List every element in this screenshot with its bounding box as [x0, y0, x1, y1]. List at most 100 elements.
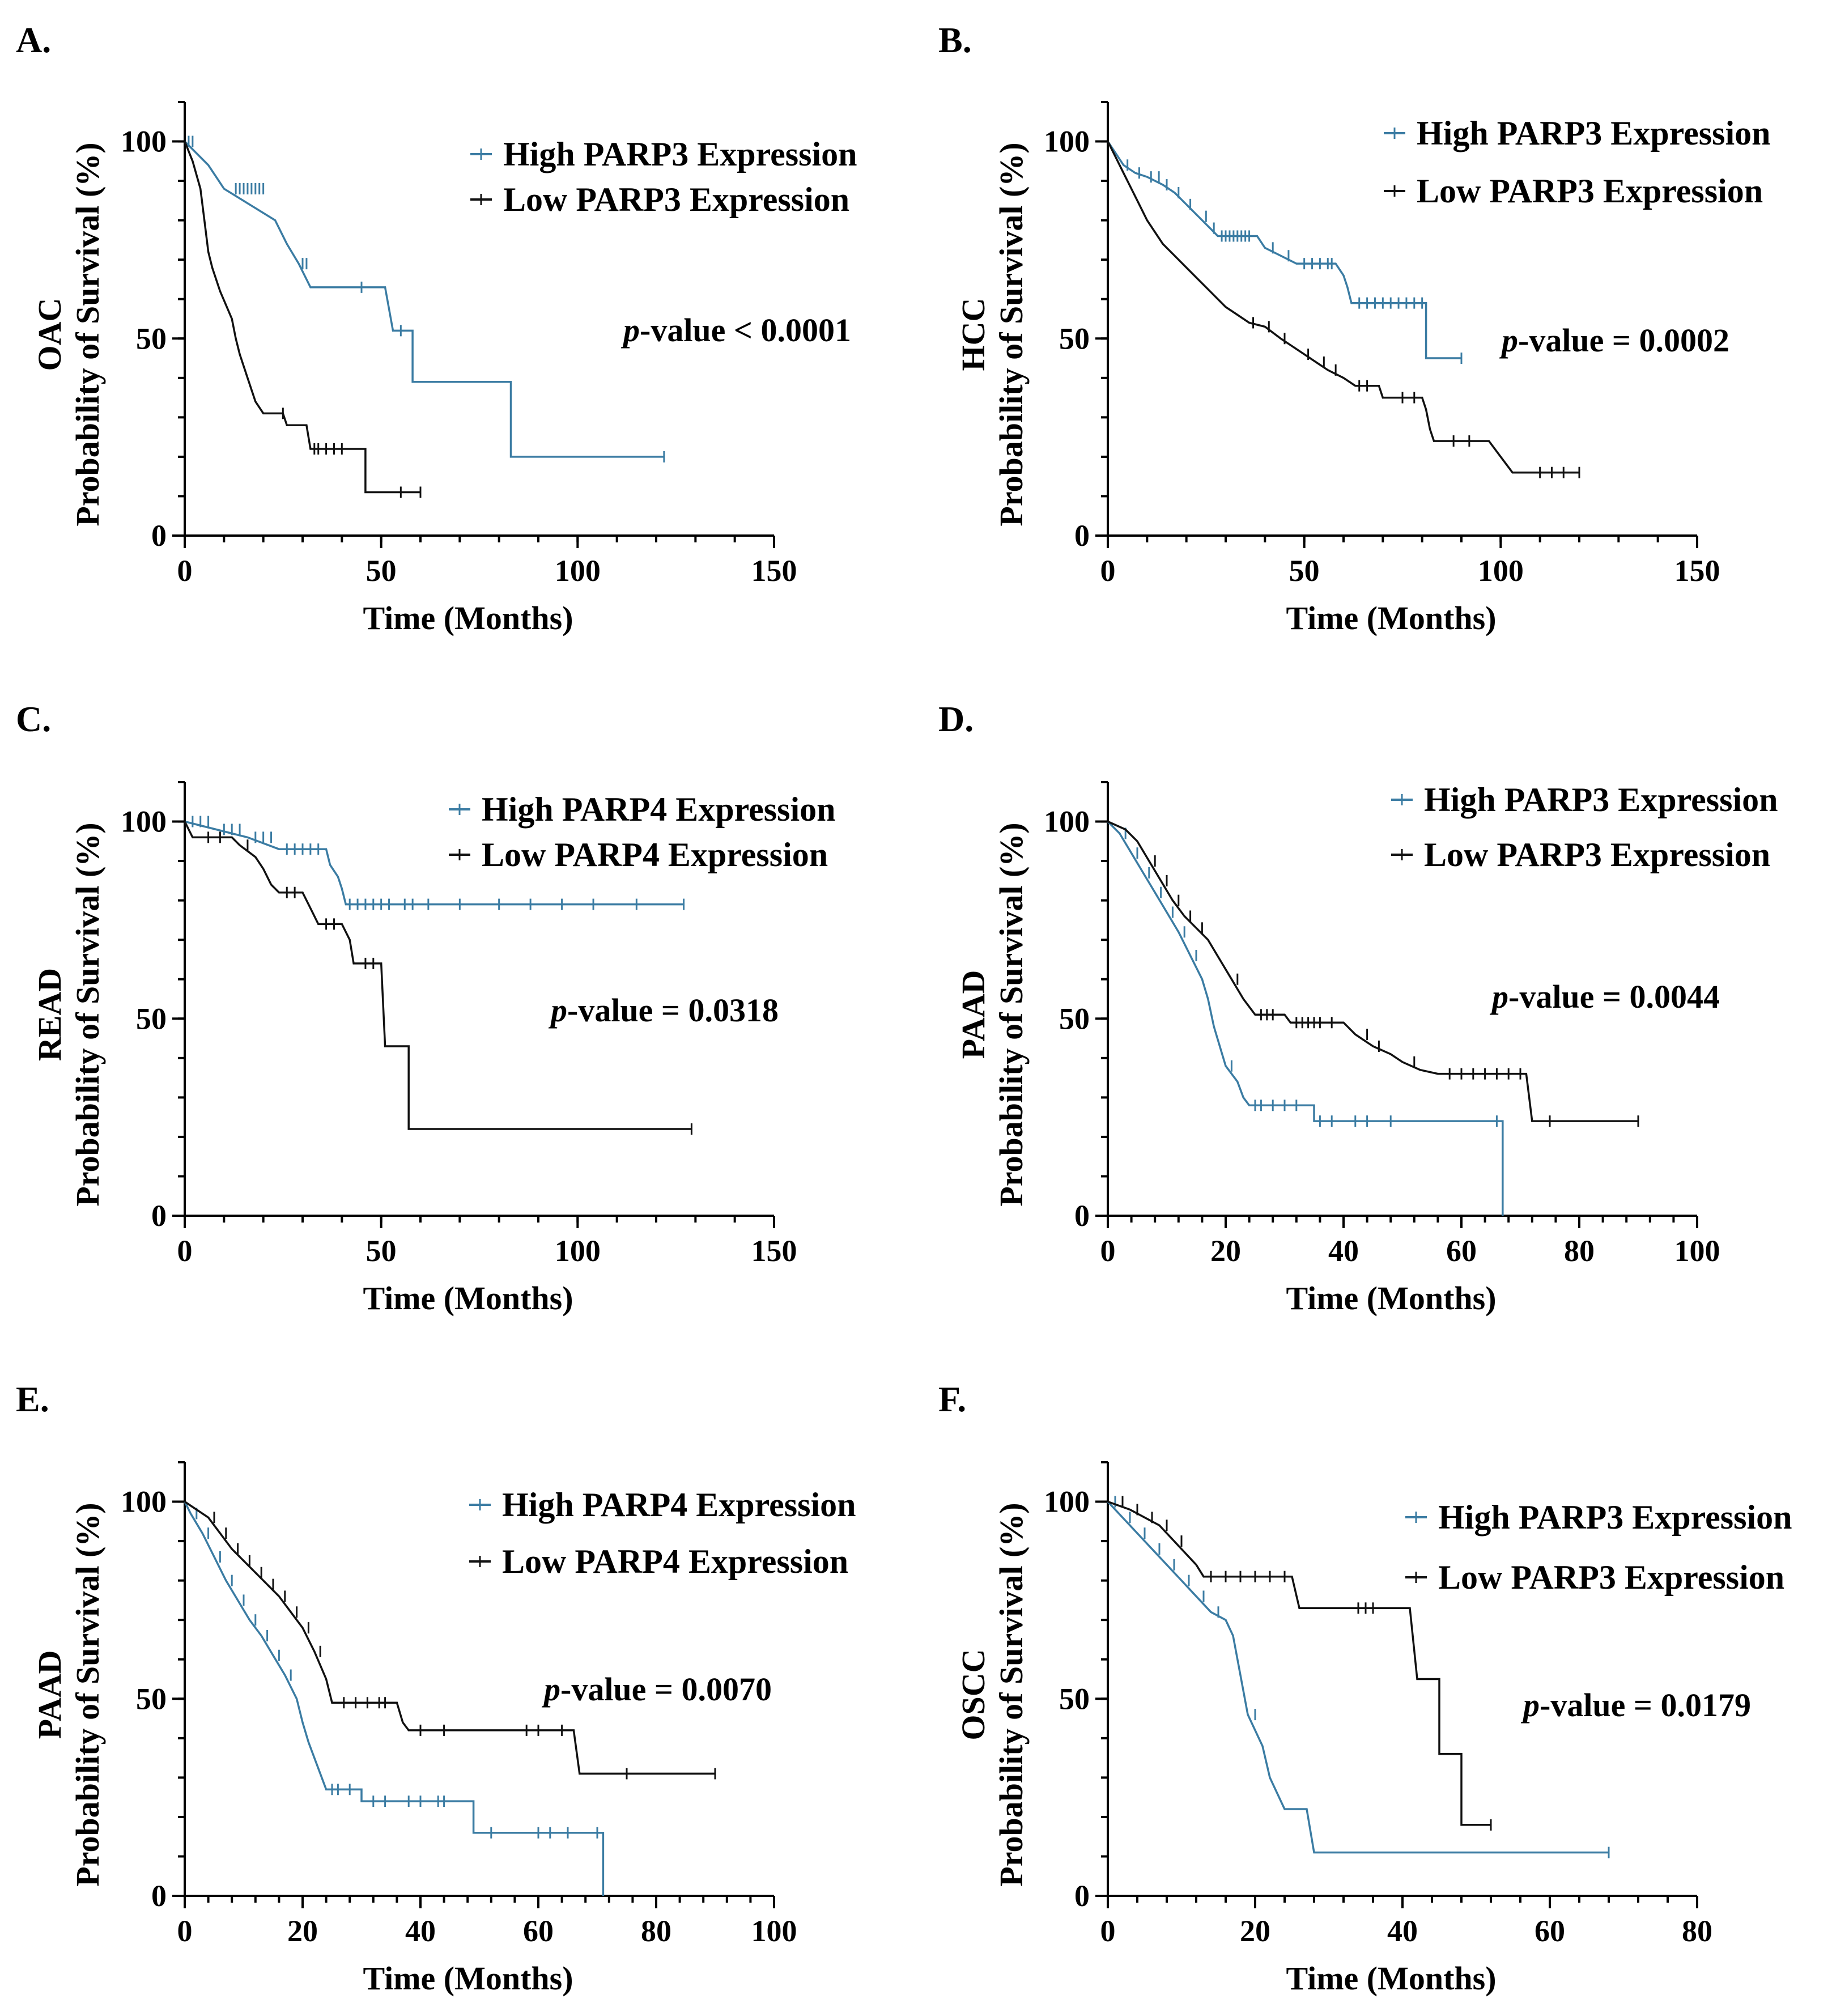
cohort-label: PAAD	[955, 970, 992, 1059]
y-tick-label: 100	[1044, 1485, 1090, 1519]
cohort-label: HCC	[955, 298, 992, 371]
series-high	[184, 816, 685, 910]
p-value-italic-p: p	[1489, 978, 1508, 1015]
p-value-annotation: p-value = 0.0002	[1499, 322, 1729, 359]
y-axis-title: Probability of Survival (%)	[69, 822, 106, 1206]
cohort-label: READ	[31, 968, 68, 1061]
y-axis-title: Probability of Survival (%)	[69, 142, 106, 526]
legend-label: High PARP3 Expression	[1424, 781, 1778, 818]
p-value-text: -value = 0.0070	[560, 1671, 772, 1708]
x-tick-label: 0	[177, 1914, 193, 1948]
y-tick-label: 0	[151, 519, 167, 553]
x-tick-label: 50	[366, 1234, 397, 1268]
x-axis-title: Time (Months)	[363, 1960, 573, 1997]
y-axis-title-group: PAAD Probability of Survival (%)	[31, 1503, 106, 1886]
p-value-annotation: p-value = 0.0179	[1520, 1687, 1751, 1724]
x-tick-label: 80	[641, 1914, 671, 1948]
x-tick-label: 40	[405, 1914, 436, 1948]
y-tick-label: 50	[1059, 1682, 1090, 1716]
p-value-annotation: p-value = 0.0318	[548, 992, 779, 1029]
legend-label: High PARP4 Expression	[482, 791, 836, 828]
y-tick-label: 0	[1074, 519, 1090, 553]
series-high	[1107, 821, 1504, 1216]
cohort-label: PAAD	[31, 1650, 68, 1739]
y-tick-label: 100	[121, 125, 167, 159]
chart-panel-d: D. 0 20 40 60 80 100 0 50 100 Time (Months) PAAD Pro…	[938, 699, 1778, 1317]
chart-panel-a: A. 0 50 100 150 0 50 100 Time (Months) OAC Probabi…	[16, 20, 857, 636]
y-tick-label: 0	[151, 1879, 167, 1913]
x-axis-title: Time (Months)	[363, 600, 573, 636]
survival-curve-low	[184, 141, 420, 494]
y-axis-title: Probability of Survival (%)	[993, 1503, 1030, 1886]
x-tick-label: 100	[1478, 554, 1524, 588]
chart-panel-e: E. 0 20 40 60 80 100 0 50 100 Time (Months) PAAD Pro…	[16, 1379, 856, 1997]
panel-letter: D.	[938, 699, 974, 739]
x-tick-label: 80	[1564, 1234, 1595, 1268]
y-axis-title-group: READ Probability of Survival (%)	[31, 822, 106, 1206]
legend-label: High PARP3 Expression	[503, 135, 857, 173]
x-tick-label: 20	[1210, 1234, 1241, 1268]
x-tick-label: 50	[366, 554, 397, 588]
x-tick-label: 100	[1674, 1234, 1720, 1268]
y-tick-label: 0	[1074, 1199, 1090, 1233]
survival-curve-high	[184, 1501, 605, 1896]
p-value-text: -value < 0.0001	[640, 312, 851, 349]
p-value-annotation: p-value = 0.0044	[1489, 978, 1720, 1015]
legend-label: High PARP3 Expression	[1438, 1499, 1792, 1536]
series-low	[1107, 820, 1639, 1127]
x-tick-label: 40	[1387, 1914, 1418, 1948]
series-high	[184, 135, 665, 462]
survival-curve-low	[1107, 820, 1638, 1122]
x-tick-label: 50	[1289, 554, 1320, 588]
panel-letter: C.	[16, 699, 51, 739]
y-axis-title-group: OAC Probability of Survival (%)	[31, 142, 106, 526]
p-value-italic-p: p	[548, 992, 567, 1029]
p-value-italic-p: p	[1499, 322, 1518, 359]
y-tick-label: 100	[1044, 125, 1090, 159]
panel-letter: E.	[16, 1379, 49, 1419]
p-value-italic-p: p	[620, 312, 640, 349]
legend-label: Low PARP3 Expression	[1417, 172, 1763, 210]
series-low	[184, 141, 422, 498]
y-tick-label: 50	[136, 1001, 167, 1035]
series-high	[1107, 1496, 1610, 1858]
series-low	[184, 821, 692, 1135]
x-tick-label: 20	[1240, 1914, 1270, 1948]
series-low	[1107, 141, 1580, 478]
y-axis-title-group: OSCC Probability of Survival (%)	[955, 1503, 1030, 1886]
p-value-annotation: p-value < 0.0001	[620, 312, 851, 349]
y-tick-label: 50	[1059, 321, 1090, 355]
x-tick-label: 0	[177, 554, 193, 588]
chart-panel-f: F. 0 20 40 60 80 0 50 100 Time (Months) OSCC Probab…	[938, 1379, 1792, 1997]
panel-letter: F.	[938, 1379, 966, 1419]
legend-label: Low PARP4 Expression	[482, 836, 828, 873]
y-tick-label: 100	[121, 1485, 167, 1519]
survival-curve-high	[1107, 821, 1504, 1216]
x-tick-label: 80	[1682, 1914, 1712, 1948]
chart-panel-b: B. 0 50 100 150 0 50 100 Time (Months) HCC Probabi…	[938, 20, 1771, 636]
series-high	[1107, 141, 1463, 364]
survival-curve-low	[184, 1501, 715, 1775]
p-value-text: -value = 0.0318	[567, 992, 779, 1029]
survival-curve-low	[1107, 141, 1579, 474]
y-tick-label: 100	[121, 805, 167, 839]
legend-label: Low PARP4 Expression	[502, 1543, 848, 1580]
y-tick-label: 100	[1044, 805, 1090, 839]
x-tick-label: 100	[555, 554, 601, 588]
survival-curve-high	[1107, 1501, 1609, 1854]
x-tick-label: 40	[1328, 1234, 1359, 1268]
legend-label: Low PARP3 Expression	[503, 181, 849, 218]
chart-panel-c: C. 0 50 100 150 0 50 100 Time (Months) READ Probab…	[16, 699, 836, 1317]
x-tick-label: 150	[751, 1234, 797, 1268]
series-low	[184, 1501, 716, 1780]
x-tick-label: 0	[1100, 1914, 1116, 1948]
x-tick-label: 100	[751, 1914, 797, 1948]
p-value-italic-p: p	[1520, 1687, 1540, 1724]
p-value-italic-p: p	[541, 1671, 560, 1708]
p-value-text: -value = 0.0179	[1540, 1687, 1751, 1724]
y-axis-title: Probability of Survival (%)	[993, 822, 1030, 1206]
y-tick-label: 50	[1059, 1001, 1090, 1035]
x-axis-title: Time (Months)	[1286, 600, 1496, 636]
x-tick-label: 0	[1100, 1234, 1116, 1268]
y-tick-label: 0	[1074, 1879, 1090, 1913]
